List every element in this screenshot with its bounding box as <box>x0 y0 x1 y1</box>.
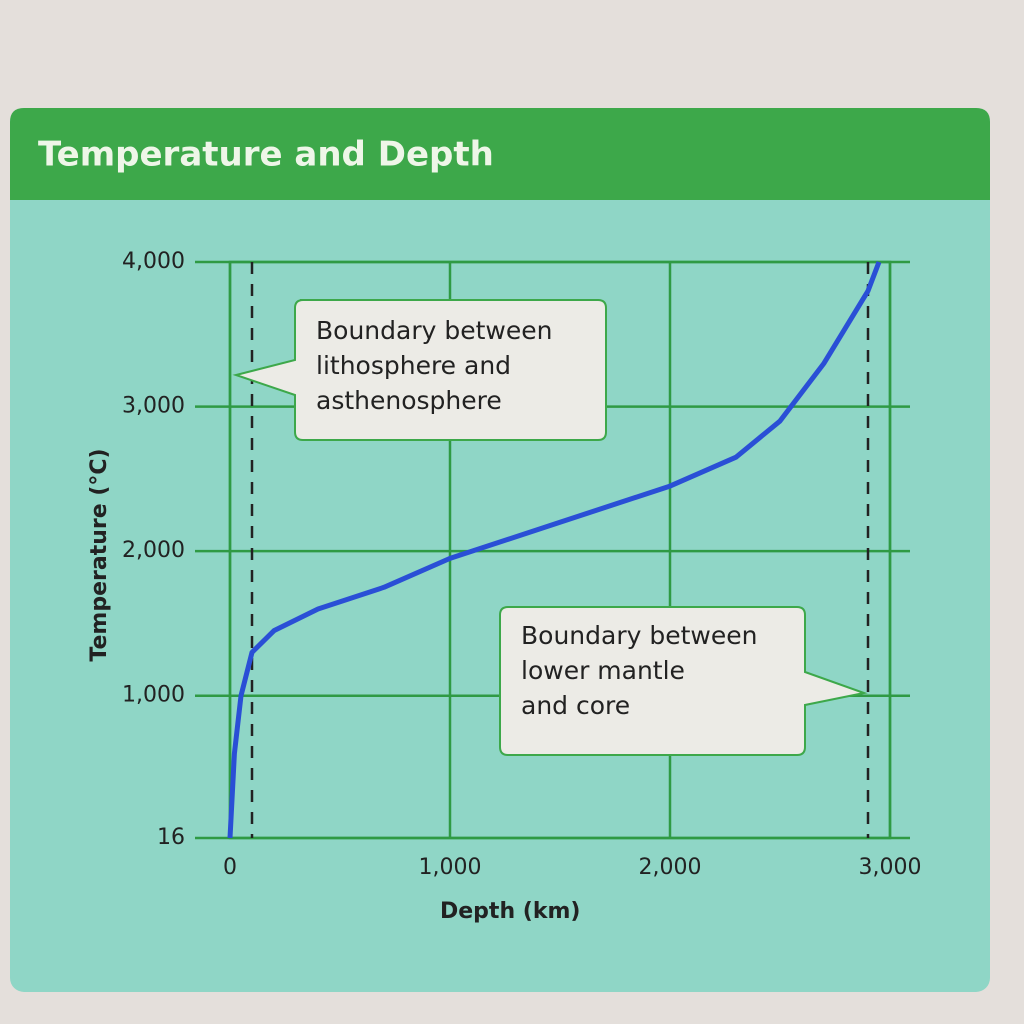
annotation-text: asthenosphere <box>316 386 502 415</box>
y-tick-label: 1,000 <box>122 683 185 708</box>
x-axis-label: Depth (km) <box>440 899 580 924</box>
x-tick-label: 1,000 <box>419 855 482 880</box>
x-tick-label: 3,000 <box>859 855 922 880</box>
title-banner <box>10 108 990 200</box>
temperature-line <box>227 261 882 839</box>
x-tick-label: 0 <box>223 855 237 880</box>
callout <box>232 299 607 441</box>
y-tick-label: 4,000 <box>122 249 185 274</box>
callout <box>499 606 868 756</box>
chart-title: Temperature and Depth <box>38 135 494 175</box>
annotation-text: and core <box>521 691 630 720</box>
y-tick-label: 2,000 <box>122 538 185 563</box>
plot-frame <box>228 260 892 840</box>
x-tick-label: 2,000 <box>639 855 702 880</box>
y-tick-label: 3,000 <box>122 394 185 419</box>
annotation-text: lithosphere and <box>316 351 511 380</box>
annotation-text: Boundary between <box>316 316 552 345</box>
annotation-text: lower mantle <box>521 656 685 685</box>
y-tick-label: 16 <box>157 825 185 850</box>
y-axis-label: Temperature (°C) <box>87 448 112 661</box>
annotation-text: Boundary between <box>521 621 757 650</box>
